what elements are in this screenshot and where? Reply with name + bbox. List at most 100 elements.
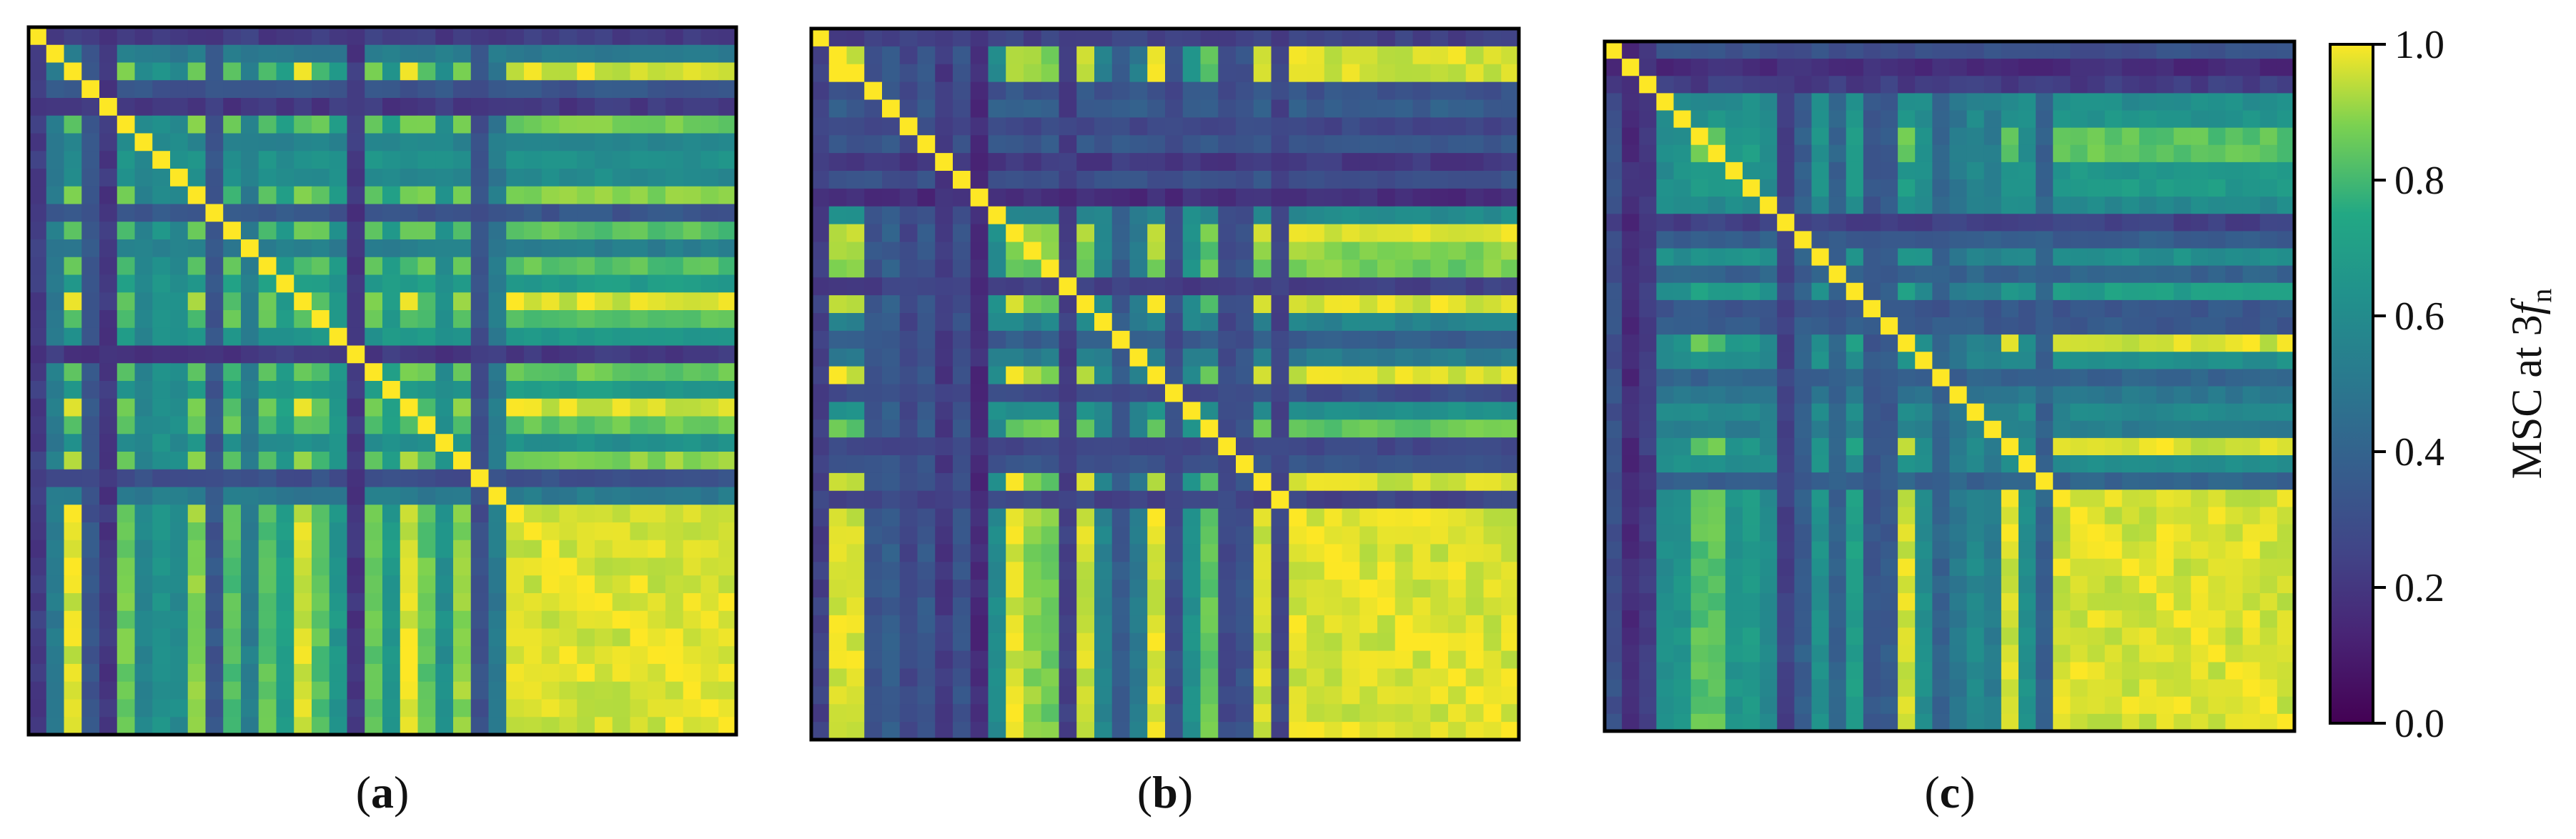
heatmap-cell [2121, 248, 2140, 267]
heatmap-cell [1307, 402, 1325, 420]
heatmap-cell [828, 437, 848, 456]
heatmap-cell [435, 699, 454, 718]
heatmap-cell [2277, 231, 2295, 249]
heatmap-cell [400, 292, 419, 311]
heatmap-cell [294, 292, 312, 311]
heatmap-cell [2018, 41, 2036, 59]
heatmap-cell [2259, 282, 2278, 301]
heatmap-cell [1966, 403, 1985, 422]
heatmap-cell [2070, 144, 2089, 163]
heatmap-cell [470, 416, 490, 435]
heatmap-cell [2259, 558, 2278, 577]
heatmap-cell [683, 398, 702, 417]
heatmap-cell [2208, 127, 2226, 146]
heatmap-cell [2191, 369, 2209, 387]
heatmap-cell [1898, 265, 1916, 284]
heatmap-cell [1271, 526, 1289, 545]
heatmap-cell [683, 115, 702, 134]
heatmap-cell [2036, 265, 2054, 284]
heatmap-cell [988, 562, 1006, 580]
heatmap-cell [170, 151, 189, 169]
heatmap-cell [1182, 171, 1202, 189]
heatmap-cell [700, 681, 719, 700]
heatmap-cell [170, 186, 189, 205]
heatmap-cell [1041, 722, 1060, 740]
heatmap-cell [1846, 265, 1864, 284]
heatmap-cell [524, 628, 543, 647]
heatmap-cell [1289, 117, 1307, 136]
heatmap-cell [700, 522, 719, 541]
heatmap-cell [2018, 93, 2036, 111]
heatmap-cell [2018, 197, 2036, 214]
heatmap-cell [1483, 277, 1502, 296]
heatmap-cells-b [811, 29, 1520, 740]
heatmap-cell [683, 204, 702, 222]
heatmap-cell [1430, 295, 1449, 314]
heatmap-cell [1932, 299, 1951, 318]
heatmap-cell [1881, 231, 1898, 249]
heatmap-cell [953, 668, 971, 687]
heatmap-cell [1289, 171, 1307, 189]
heatmap-cell [1129, 402, 1148, 420]
heatmap-cell [988, 402, 1006, 420]
heatmap-cell [1359, 330, 1378, 349]
heatmap-cell [347, 115, 365, 134]
heatmap-cell [276, 274, 294, 293]
heatmap-cell [258, 327, 277, 347]
heatmap-cell [1708, 455, 1726, 473]
heatmap-cell [223, 62, 242, 81]
heatmap-cell [1656, 558, 1675, 577]
heatmap-cell [2242, 696, 2261, 715]
heatmap-cell [2208, 214, 2226, 232]
heatmap-cell [1777, 386, 1795, 404]
heatmap-cell [935, 650, 953, 670]
heatmap-cell [1501, 650, 1520, 670]
heatmap-cell [935, 153, 953, 172]
heatmap-cell [828, 402, 848, 420]
heatmap-cell [1377, 580, 1396, 598]
heatmap-cell [1949, 507, 1968, 525]
heatmap-cell [1359, 597, 1378, 616]
heatmap-cell [1094, 117, 1113, 136]
heatmap-cell [1983, 593, 2002, 611]
heatmap-cell [2001, 558, 2019, 577]
heatmap-cell [1966, 76, 1985, 94]
heatmap-cell [241, 327, 259, 347]
heatmap-cell [2018, 627, 2036, 645]
heatmap-cell [435, 363, 454, 382]
heatmap-cell [1129, 330, 1148, 349]
heatmap-cell [294, 398, 312, 417]
heatmap-cell [1412, 206, 1431, 225]
heatmap-cell [1430, 117, 1449, 136]
heatmap-cell [577, 540, 595, 559]
heatmap-cell [453, 222, 472, 240]
heatmap-cell [882, 402, 901, 420]
heatmap-cell [294, 257, 312, 276]
heatmap-cell [846, 171, 865, 189]
heatmap-cell [1147, 597, 1166, 616]
heatmap-cell [864, 330, 883, 349]
heatmap-cell [1777, 420, 1795, 439]
heatmap-cell [46, 151, 65, 169]
heatmap-cell [294, 327, 312, 347]
heatmap-cell [2259, 541, 2278, 560]
heatmap-cell [258, 204, 277, 222]
heatmap-cell [1324, 277, 1343, 296]
heatmap-cell [1932, 490, 1951, 507]
heatmap-cell [365, 452, 383, 470]
heatmap-cell [1076, 544, 1095, 562]
heatmap-cell [29, 151, 47, 169]
heatmap-cell [1448, 366, 1467, 385]
heatmap-cell [365, 681, 383, 700]
heatmap-cell [365, 239, 383, 258]
heatmap-cell [1165, 206, 1184, 225]
heatmap-cell [2277, 317, 2295, 335]
heatmap-cell [241, 274, 259, 293]
heatmap-cell [241, 115, 259, 134]
heatmap-cell [2053, 110, 2071, 129]
heatmap-cell [988, 135, 1006, 154]
heatmap-cell [1094, 188, 1113, 207]
heatmap-cell [1743, 93, 1760, 111]
heatmap-cell [1448, 188, 1467, 207]
heatmap-cell [1024, 171, 1042, 189]
